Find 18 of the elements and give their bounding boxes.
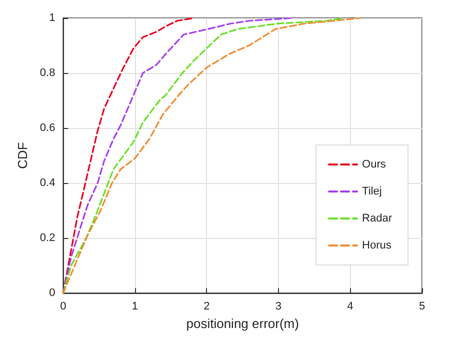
- legend-label: Radar: [362, 212, 392, 224]
- y-tick-label: 1: [49, 12, 56, 24]
- y-axis-title: CDF: [15, 142, 30, 169]
- x-tick-label: 1: [132, 300, 138, 313]
- legend-label: Horus: [362, 240, 392, 252]
- y-tick-label: 0.2: [40, 232, 56, 244]
- legend-label: Tilej: [362, 186, 382, 198]
- x-tick-label: 3: [275, 300, 282, 313]
- x-tick-label: 0: [60, 300, 66, 313]
- x-axis-title: positioning error(m): [186, 316, 299, 331]
- x-tick-label: 4: [347, 300, 354, 313]
- y-tick-label: 0.8: [40, 67, 56, 80]
- x-tick-label: 2: [204, 300, 210, 313]
- legend-label: Ours: [362, 158, 386, 170]
- y-tick-label: 0.6: [40, 122, 56, 134]
- y-tick-label: 0.4: [40, 177, 56, 190]
- x-tick-label: 5: [418, 300, 426, 313]
- y-tick-label: 0: [49, 287, 56, 300]
